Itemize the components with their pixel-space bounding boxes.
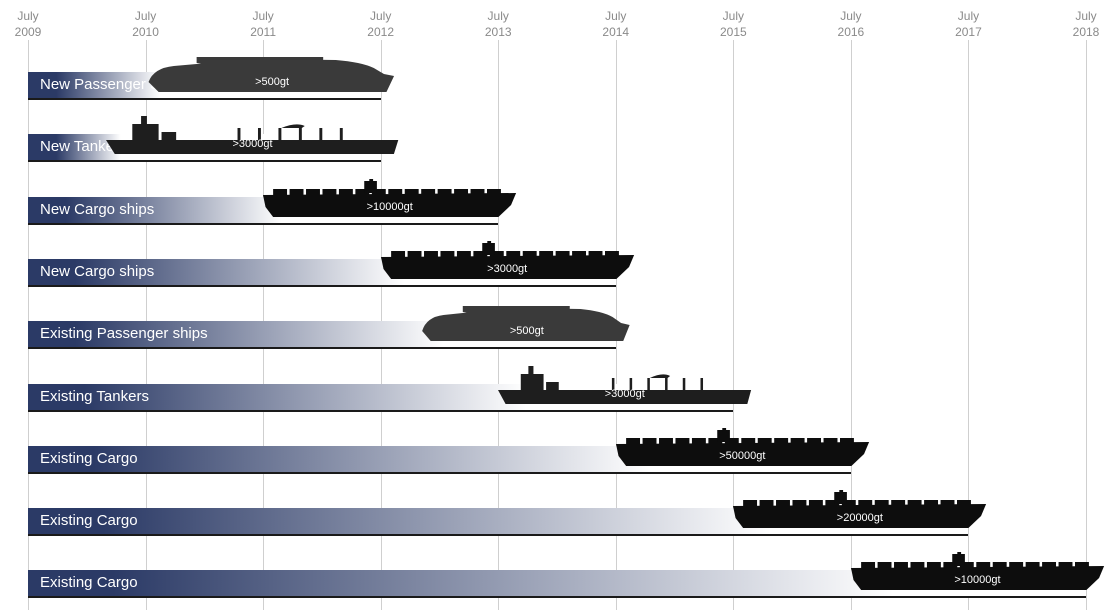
- row-label: Existing Tankers: [40, 387, 149, 405]
- tick-month: July: [252, 9, 274, 23]
- row-label: Existing Cargo: [40, 574, 138, 592]
- year-tick-label: July 2009: [0, 8, 58, 40]
- year-gridline: [850, 40, 852, 610]
- year-tick-label: July 2017: [938, 8, 998, 40]
- year-tick-label: July 2011: [233, 8, 293, 40]
- tick-year: 2016: [837, 25, 865, 39]
- tick-month: July: [17, 9, 39, 23]
- tonnage-label: >3000gt: [487, 262, 528, 275]
- year-tick-label: July 2012: [351, 8, 411, 40]
- tonnage-label: >20000gt: [836, 512, 883, 525]
- year-tick-label: July 2013: [468, 8, 528, 40]
- tick-year: 2014: [602, 25, 630, 39]
- cargo-ship-icon: >3000gt: [380, 240, 634, 281]
- tonnage-label: >3000gt: [232, 138, 273, 151]
- tick-year: 2011: [250, 25, 277, 39]
- year-gridline: [968, 40, 970, 610]
- tick-month: July: [134, 9, 157, 23]
- tick-year: 2009: [14, 25, 42, 39]
- year-tick-label: July 2018: [1056, 8, 1106, 40]
- passenger-ship-icon: >500gt: [146, 54, 399, 94]
- tick-year: 2013: [484, 25, 512, 39]
- year-tick-label: July 2010: [116, 8, 176, 40]
- tonnage-label: >500gt: [255, 76, 290, 88]
- cargo-ship-icon: >20000gt: [733, 490, 987, 530]
- year-tick-label: July 2015: [703, 8, 763, 40]
- row-label: Existing Cargo: [40, 512, 138, 530]
- row-label: New Cargo ships: [40, 200, 155, 218]
- tonnage-label: >10000gt: [366, 200, 413, 213]
- tonnage-label: >3000gt: [604, 387, 645, 400]
- tick-year: 2010: [132, 25, 159, 39]
- tick-year: 2015: [719, 25, 747, 39]
- tick-month: July: [722, 9, 744, 23]
- row-label: Existing Passenger ships: [40, 325, 208, 343]
- year-gridline: [1086, 40, 1087, 610]
- tick-month: July: [840, 9, 862, 23]
- tick-month: July: [369, 9, 392, 23]
- cargo-ship-icon: >10000gt: [263, 178, 517, 219]
- timeline-row: Existing Cargo >20000gt: [0, 490, 1106, 537]
- timeline-row: New Cargo ships >3000gt: [0, 240, 1106, 287]
- timeline-row: New Passenger Ships >500gt: [0, 57, 1106, 100]
- tick-year: 2018: [1072, 25, 1100, 39]
- tick-month: July: [487, 9, 509, 23]
- tick-year: 2017: [955, 25, 982, 39]
- year-gridline: [733, 40, 735, 610]
- passenger-ship-icon: >500gt: [420, 303, 634, 343]
- tonnage-label: >10000gt: [954, 574, 1001, 587]
- year-tick-label: July 2014: [586, 8, 646, 40]
- timeline-row: Existing Tankers >3000gt: [0, 365, 1106, 412]
- row-label: New Tankers: [40, 138, 127, 156]
- tanker-ship-icon: >3000gt: [498, 365, 752, 406]
- tonnage-label: >500gt: [509, 325, 544, 338]
- tanker-ship-icon: >3000gt: [106, 116, 399, 156]
- row-label: Existing Cargo: [40, 449, 138, 467]
- tick-month: July: [1075, 9, 1097, 23]
- tick-month: July: [605, 9, 627, 23]
- year-tick-label: July 2016: [821, 8, 881, 40]
- row-label: New Cargo ships: [40, 262, 155, 280]
- cargo-ship-icon: >10000gt: [850, 552, 1104, 592]
- cargo-ship-icon: >50000gt: [615, 427, 869, 468]
- timeline-row: Existing Cargo >10000gt: [0, 552, 1106, 599]
- timeline-row: Existing Passenger ships >500gt: [0, 306, 1106, 350]
- timeline-row: New Tankers >3000gt: [0, 116, 1106, 163]
- tick-year: 2012: [367, 25, 394, 39]
- tick-month: July: [957, 9, 980, 23]
- tonnage-label: >50000gt: [719, 449, 766, 462]
- timeline-row: Existing Cargo >50000gt: [0, 427, 1106, 474]
- timeline-row: New Cargo ships >10000gt: [0, 178, 1106, 225]
